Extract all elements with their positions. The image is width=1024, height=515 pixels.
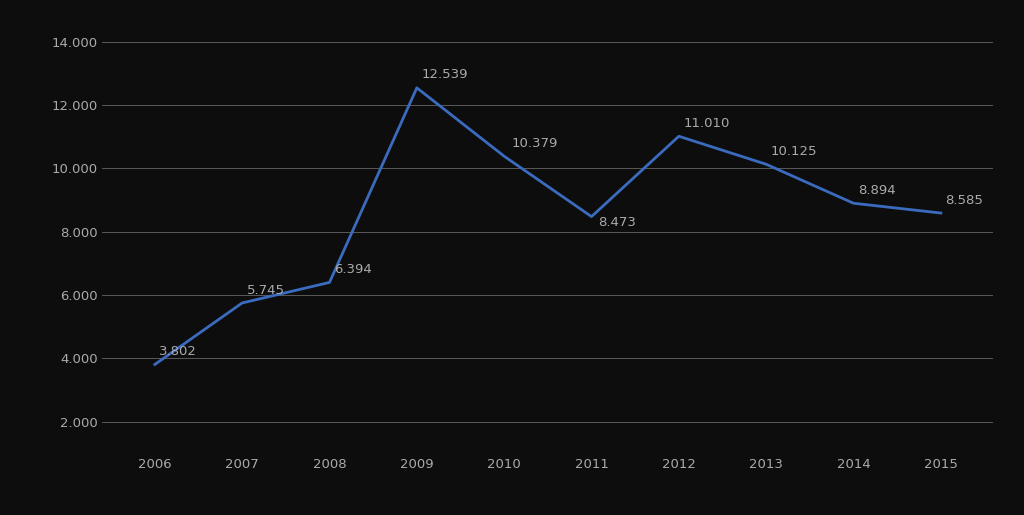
- Text: 8.585: 8.585: [945, 194, 983, 207]
- Text: 8.894: 8.894: [858, 184, 896, 197]
- Text: 3.802: 3.802: [159, 345, 197, 358]
- Text: 6.394: 6.394: [334, 263, 372, 276]
- Text: 5.745: 5.745: [247, 284, 285, 297]
- Text: 10.125: 10.125: [770, 145, 817, 158]
- Text: 11.010: 11.010: [683, 117, 729, 130]
- Text: 12.539: 12.539: [421, 68, 468, 81]
- Text: 8.473: 8.473: [598, 216, 636, 229]
- Text: 10.379: 10.379: [511, 137, 557, 150]
